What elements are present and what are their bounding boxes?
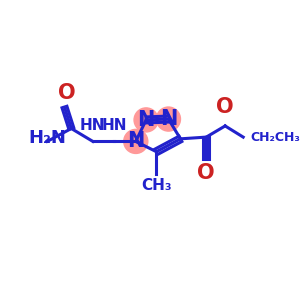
Text: HN: HN — [80, 118, 106, 133]
Text: HN: HN — [101, 118, 127, 133]
Text: CH₃: CH₃ — [141, 178, 172, 194]
Circle shape — [134, 108, 158, 132]
Text: O: O — [58, 83, 76, 103]
Text: N: N — [127, 131, 145, 152]
Text: O: O — [197, 163, 215, 183]
Circle shape — [156, 107, 181, 131]
Text: O: O — [216, 97, 234, 117]
Text: N: N — [137, 110, 155, 130]
Text: H₂N: H₂N — [28, 129, 66, 147]
Text: N: N — [160, 109, 177, 129]
Text: CH₂CH₃: CH₂CH₃ — [250, 130, 300, 144]
Circle shape — [124, 129, 148, 153]
